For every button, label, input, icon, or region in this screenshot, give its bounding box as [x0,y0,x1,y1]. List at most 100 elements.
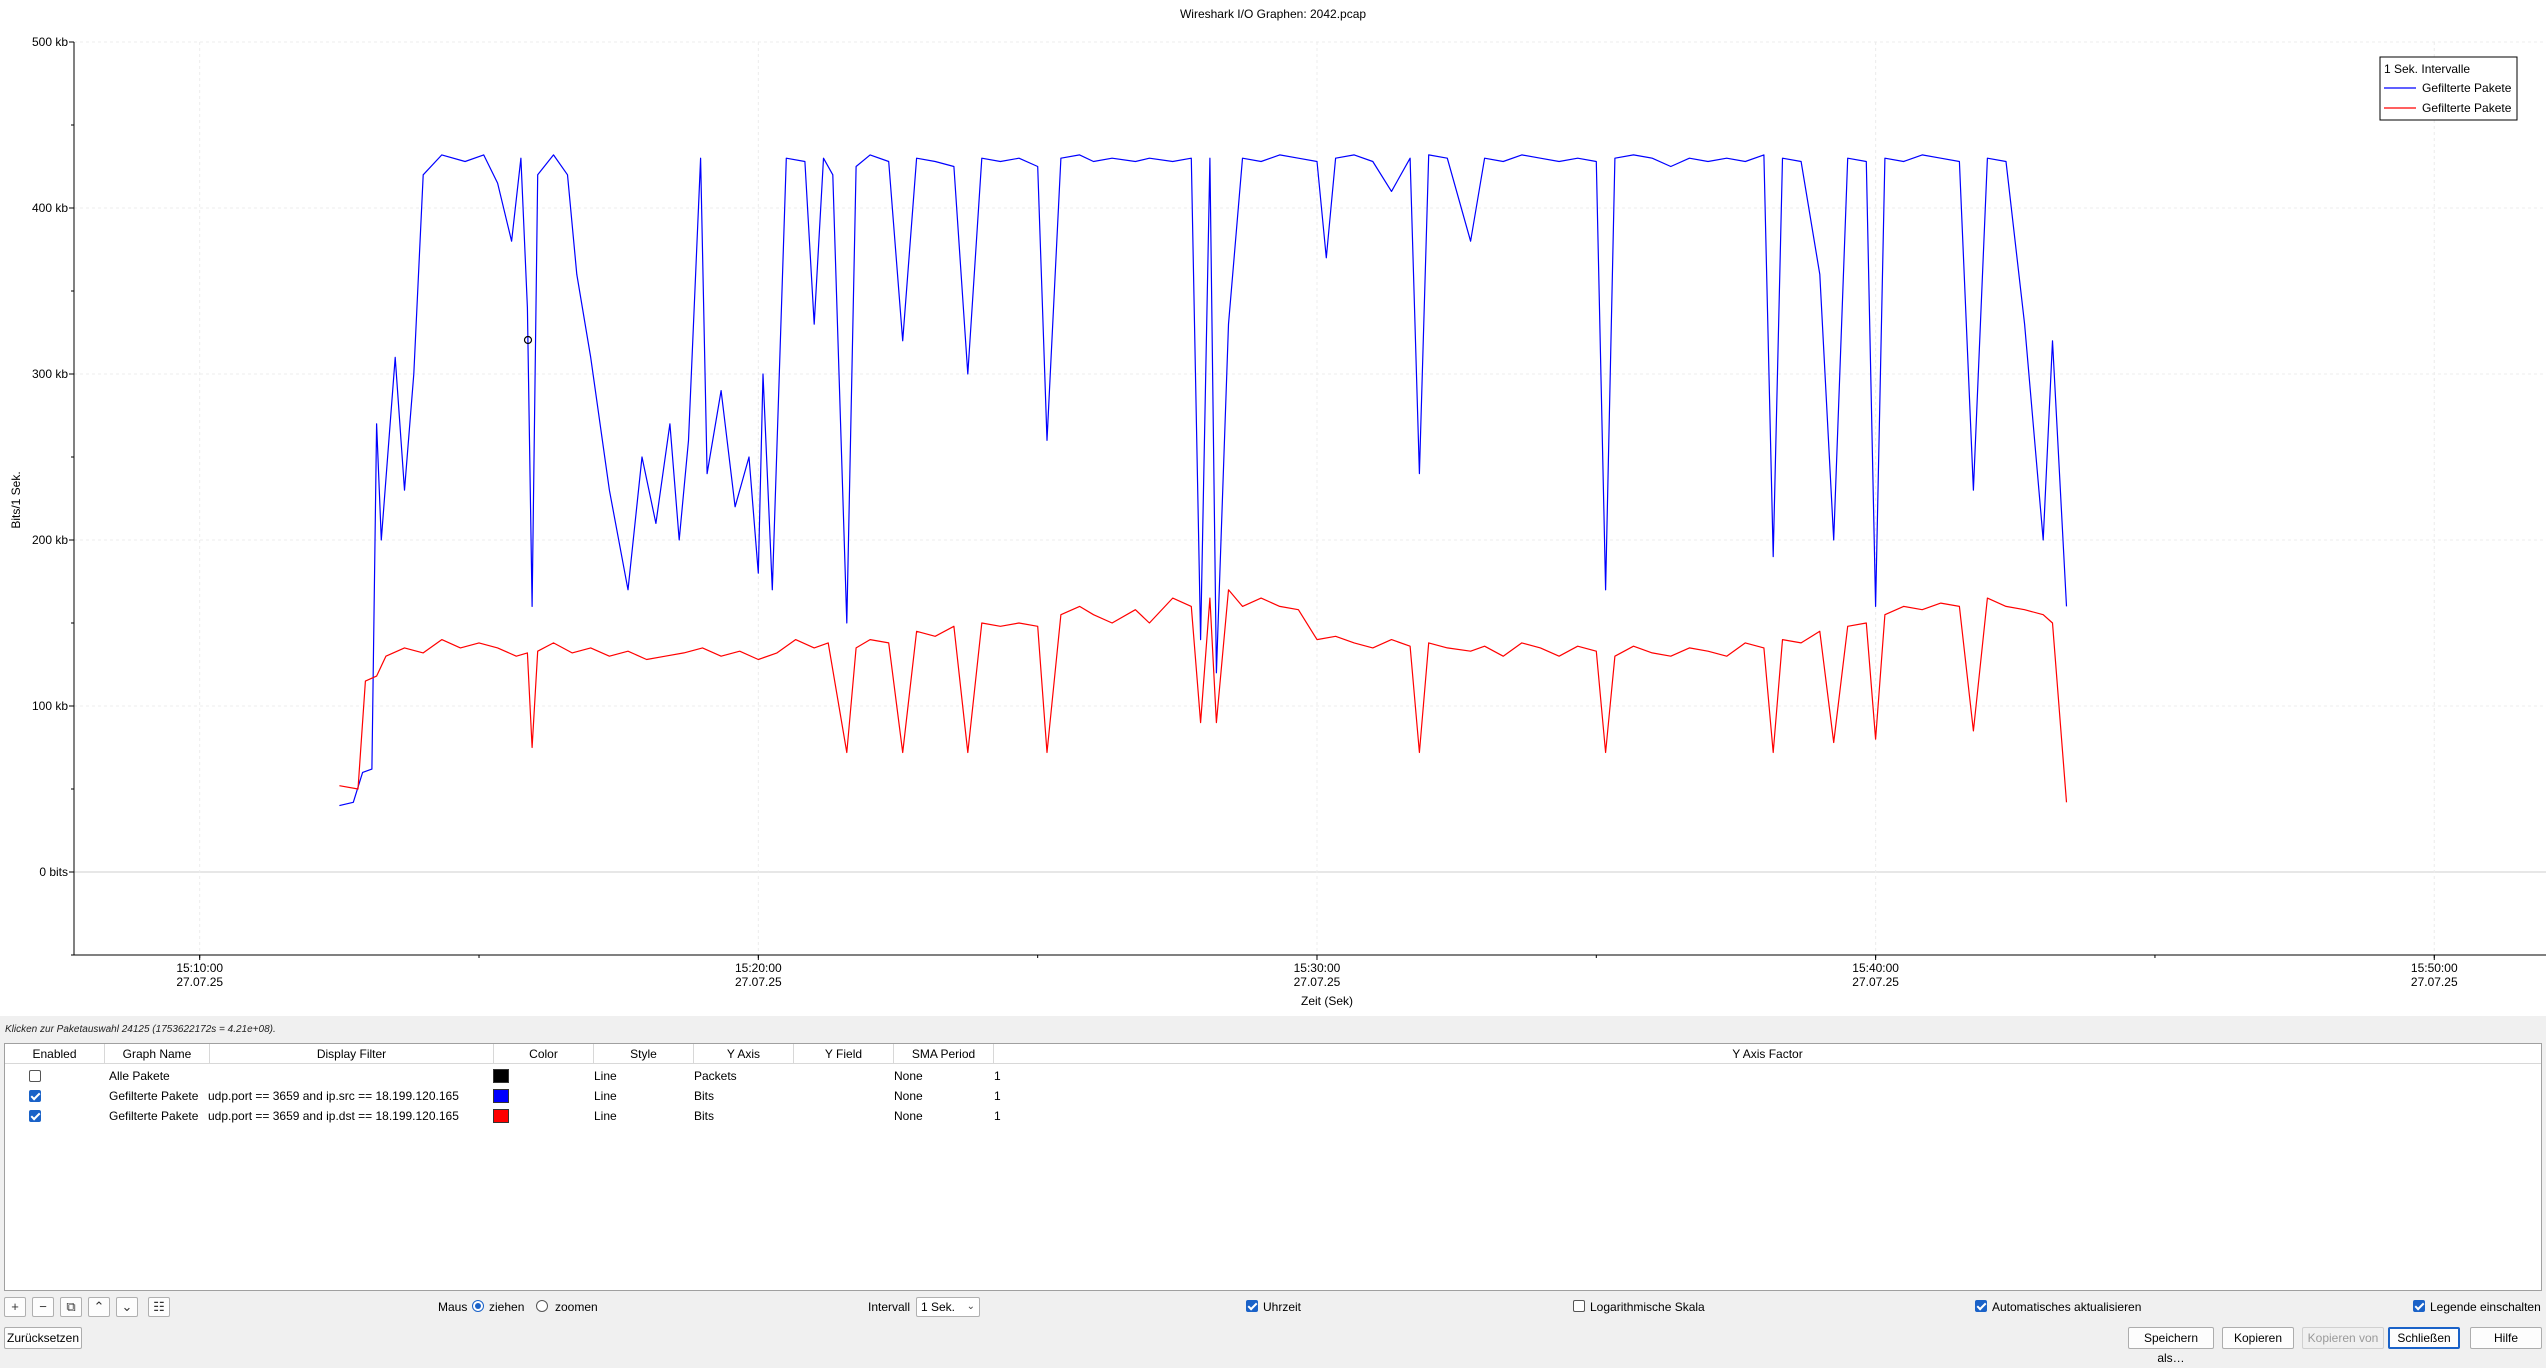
io-graph-plot[interactable]: Wireshark I/O Graphen: 2042.pcap 0 bits 1… [0,0,2546,1016]
y-tick-label: 400 kb [32,201,68,215]
copy-icon[interactable]: ⧉ [60,1297,82,1317]
time-of-day-label[interactable]: Uhrzeit [1263,1300,1302,1314]
factor-cell[interactable]: 1 [994,1109,1001,1123]
plus-icon[interactable]: + [4,1297,26,1317]
interval-label: Intervall [868,1300,911,1314]
x-tick-label-time: 15:50:00 [2411,961,2458,975]
series-line-2 [339,589,2068,803]
col-y-axis[interactable]: Y Axis [694,1044,794,1064]
dialog-buttons: Zurücksetzen Speichern als… Kopieren Kop… [0,1325,2546,1365]
graph-name-cell[interactable]: Gefilterte Pakete [109,1089,199,1103]
y-axis-cell[interactable]: Bits [694,1089,715,1103]
table-row[interactable]: Gefilterte Pakete udp.port == 3659 and i… [5,1086,2541,1106]
down-arrow-icon[interactable]: ⌄ [116,1297,138,1317]
x-tick-label-date: 27.07.25 [176,975,223,989]
drag-label[interactable]: ziehen [489,1300,525,1314]
chart-series [339,154,2068,807]
col-color[interactable]: Color [494,1044,594,1064]
sma-cell[interactable]: None [894,1089,923,1103]
y-axis-label: Bits/1 Sek. [9,471,23,528]
x-axis-label: Zeit (Sek) [1301,994,1353,1008]
graph-name-cell[interactable]: Alle Pakete [109,1069,170,1083]
factor-cell[interactable]: 1 [994,1069,1001,1083]
style-cell[interactable]: Line [594,1069,617,1083]
graph-table[interactable]: Enabled Graph Name Display Filter Color … [4,1043,2542,1291]
filter-cell[interactable]: udp.port == 3659 and ip.src == 18.199.12… [208,1089,459,1103]
mouse-label: Maus [438,1300,468,1314]
factor-cell[interactable]: 1 [994,1089,1001,1103]
io-graph-chart[interactable]: Wireshark I/O Graphen: 2042.pcap 0 bits 1… [0,0,2546,1016]
x-tick-label-date: 27.07.25 [735,975,782,989]
auto-update-label[interactable]: Automatisches aktualisieren [1992,1300,2142,1314]
chart-legend: 1 Sek. Intervalle Gefilterte Pakete Gefi… [2379,56,2518,121]
y-tick-label: 200 kb [32,533,68,547]
help-button[interactable]: Hilfe [2470,1327,2542,1349]
y-axis-cell[interactable]: Packets [694,1069,737,1083]
zoom-label[interactable]: zoomen [555,1300,598,1314]
enabled-checkbox[interactable] [29,1090,41,1102]
x-axis-ticks: 15:10:0027.07.2515:20:0027.07.2515:30:00… [176,955,2458,989]
col-style[interactable]: Style [594,1044,694,1064]
y-axis-ticks: 0 bits 100 kb 200 kb 300 kb 400 kb 500 kb [32,35,74,956]
sma-cell[interactable]: None [894,1069,923,1083]
x-tick-label-date: 27.07.25 [1294,975,1341,989]
close-button[interactable]: Schließen [2388,1327,2460,1349]
x-tick-label-date: 27.07.25 [1852,975,1899,989]
col-enabled[interactable]: Enabled [5,1044,105,1064]
reset-button[interactable]: Zurücksetzen [4,1327,82,1349]
enabled-checkbox[interactable] [29,1070,41,1082]
legend-label[interactable]: Legende einschalten [2430,1300,2541,1314]
interval-select[interactable]: 1 Sek. ⌄ [916,1297,980,1317]
y-tick-label: 500 kb [32,35,68,49]
table-row[interactable]: Alle Pakete Line Packets None 1 [5,1066,2541,1086]
col-sma-period[interactable]: SMA Period [894,1044,994,1064]
col-y-field[interactable]: Y Field [794,1044,894,1064]
status-hint: Klicken zur Paketauswahl 24125 (17536221… [5,1024,276,1035]
save-as-button[interactable]: Speichern als… [2128,1327,2214,1365]
y-tick-label: 300 kb [32,367,68,381]
minus-icon[interactable]: − [32,1297,54,1317]
col-display-filter[interactable]: Display Filter [210,1044,494,1064]
legend-title: 1 Sek. Intervalle [2384,62,2470,76]
interval-value: 1 Sek. [921,1300,956,1314]
color-swatch[interactable] [493,1069,509,1083]
zoom-radio[interactable] [536,1300,548,1312]
series-line-1 [339,154,2068,807]
y-tick-label: 0 bits [39,865,68,879]
legend-entry-1: Gefilterte Pakete [2422,81,2512,95]
legend-entry-2: Gefilterte Pakete [2422,101,2512,115]
sma-cell[interactable]: None [894,1109,923,1123]
graph-toolbar: + − ⧉ ⌃ ⌄ ☷ Maus ziehen zoomen Intervall… [0,1297,2546,1319]
x-tick-label-date: 27.07.25 [2411,975,2458,989]
chevron-down-icon: ⌄ [966,1301,975,1312]
hover-marker [523,335,533,345]
table-row[interactable]: Gefilterte Pakete udp.port == 3659 and i… [5,1106,2541,1126]
y-axis-cell[interactable]: Bits [694,1109,715,1123]
x-tick-label-time: 15:40:00 [1852,961,1899,975]
x-tick-label-time: 15:10:00 [176,961,223,975]
drag-radio[interactable] [472,1300,484,1312]
auto-update-checkbox[interactable] [1975,1300,1987,1312]
time-of-day-checkbox[interactable] [1246,1300,1258,1312]
chart-title: Wireshark I/O Graphen: 2042.pcap [1180,7,1366,21]
color-swatch[interactable] [493,1089,509,1103]
filter-cell[interactable]: udp.port == 3659 and ip.dst == 18.199.12… [208,1109,459,1123]
up-arrow-icon[interactable]: ⌃ [88,1297,110,1317]
chart-axes [73,42,2546,956]
color-swatch[interactable] [493,1109,509,1123]
style-cell[interactable]: Line [594,1109,617,1123]
legend-checkbox[interactable] [2413,1300,2425,1312]
style-cell[interactable]: Line [594,1089,617,1103]
log-scale-label[interactable]: Logarithmische Skala [1590,1300,1705,1314]
copy-from-button[interactable]: Kopieren von [2302,1327,2384,1349]
col-graph-name[interactable]: Graph Name [105,1044,210,1064]
log-scale-checkbox[interactable] [1573,1300,1585,1312]
x-tick-label-time: 15:20:00 [735,961,782,975]
copy-button[interactable]: Kopieren [2222,1327,2294,1349]
enabled-checkbox[interactable] [29,1110,41,1122]
x-tick-label-time: 15:30:00 [1294,961,1341,975]
clear-icon[interactable]: ☷ [148,1297,170,1317]
graph-name-cell[interactable]: Gefilterte Pakete [109,1109,199,1123]
chart-grid [74,41,2546,955]
col-y-axis-factor[interactable]: Y Axis Factor [994,1044,2541,1064]
